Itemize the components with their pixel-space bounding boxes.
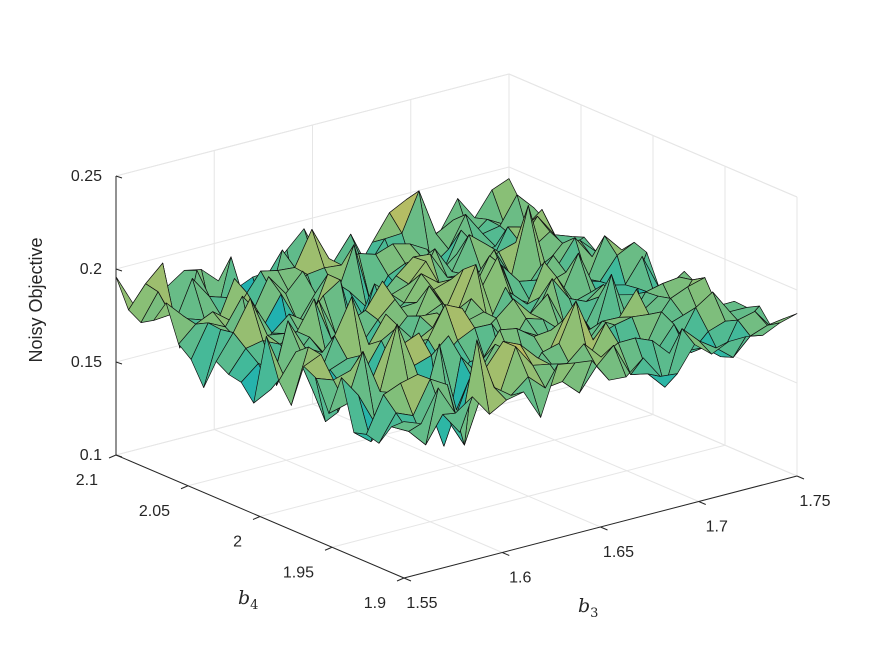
x-tick-label-0: 1.55 [406, 595, 437, 612]
x-tick-mark-2 [600, 526, 608, 531]
surface-layer [115, 178, 798, 447]
side-wall-grid-z-2 [508, 166, 798, 291]
y-tick-mark-1 [324, 546, 333, 551]
y-tick-mark-0 [396, 577, 405, 582]
box-top-back [115, 73, 510, 177]
y-tick-label-0: 1.9 [364, 595, 386, 612]
surface-face-263 [767, 313, 798, 326]
y-tick-label-2: 2 [233, 534, 242, 551]
z-tick-label-3: 0.25 [71, 168, 102, 185]
x-tick-label-4: 1.75 [799, 493, 830, 510]
x-tick-label-1: 1.6 [509, 570, 531, 587]
y-tick-label-4: 2.1 [76, 472, 98, 489]
axis-layer: 0.1 0.15 0.2 0.25 1.55 1.6 1.65 1.7 1.75 1.9 1.95 2… [71, 168, 831, 612]
z-tick-label-2: 0.2 [80, 261, 102, 278]
y-tick-mark-3 [180, 485, 189, 490]
y-tick-mark-4 [108, 454, 117, 459]
y-axis-title: b4 [238, 587, 258, 613]
z-tick-mark-0 [115, 454, 123, 458]
x-tick-mark-1 [502, 552, 510, 556]
x-tick-mark-3 [698, 501, 706, 505]
x-tick-label-2: 1.65 [603, 544, 634, 561]
z-axis-title: Noisy Objective [26, 237, 46, 362]
z-tick-label-0: 0.1 [80, 447, 102, 464]
x-tick-mark-4 [796, 475, 805, 480]
y-tick-label-1: 1.95 [283, 564, 314, 581]
z-tick-mark-2 [115, 268, 123, 272]
surface-face-528 [391, 421, 422, 432]
x-tick-mark-0 [403, 577, 412, 582]
back-wall-grid-z-2 [115, 166, 510, 270]
box-top-side [508, 73, 798, 198]
x-tick-label-3: 1.7 [706, 519, 728, 536]
y-tick-mark-2 [252, 516, 261, 520]
z-tick-mark-1 [115, 361, 123, 365]
z-tick-mark-3 [115, 175, 123, 179]
x-axis-title: b3 [578, 595, 598, 621]
floor-grid-y-2 [259, 414, 654, 517]
y-tick-label-3: 2.05 [139, 503, 170, 520]
label-layer: Noisy Objective b3 b4 [26, 237, 598, 621]
z-tick-label-1: 0.15 [71, 354, 102, 371]
floor-grid-y-1 [331, 444, 726, 548]
